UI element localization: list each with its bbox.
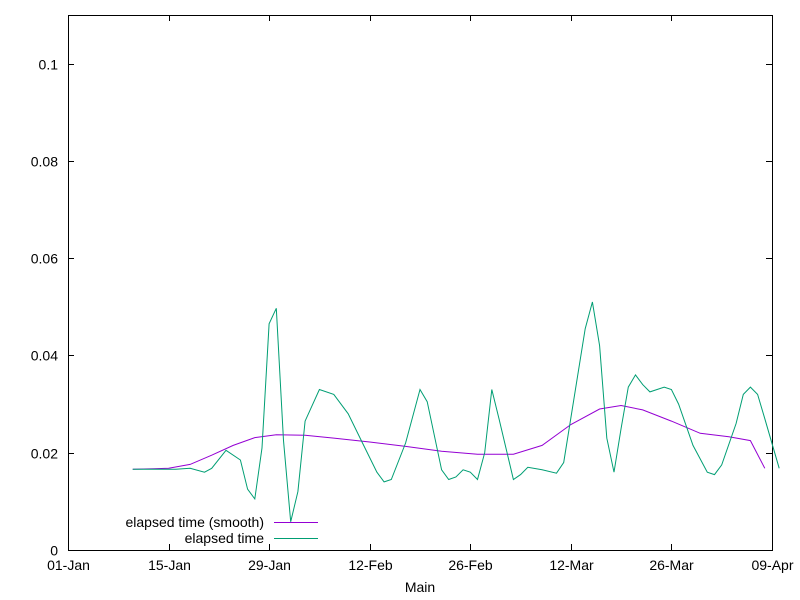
y-tick-label: 0.1 [39, 57, 59, 73]
x-axis-label: Main [405, 579, 435, 595]
series-lines [132, 301, 780, 522]
legend-label: elapsed time [185, 530, 265, 546]
x-tick-label: 01-Jan [47, 557, 90, 573]
legend-label: elapsed time (smooth) [125, 514, 264, 530]
y-tick-label: 0.06 [31, 251, 58, 267]
y-tick-label: 0.04 [31, 348, 58, 364]
y-tick-label: 0.08 [31, 154, 58, 170]
x-tick-label: 12-Mar [549, 557, 594, 573]
y-tick-label: 0 [50, 543, 58, 559]
plot-frame [68, 15, 773, 551]
y-tick-label: 0.02 [31, 446, 58, 462]
x-tick-label: 12-Feb [348, 557, 393, 573]
x-axis: 01-Jan 15-Jan 29-Jan 12-Feb 26-Feb 12-Mar 26-M… [47, 15, 794, 573]
series-line-elapsed-time [132, 301, 780, 522]
series-line-elapsed-time-smooth [132, 404, 766, 470]
x-tick-label: 09-Apr [751, 557, 793, 573]
legend: elapsed time (smooth)elapsed time [125, 514, 318, 546]
y-axis: 0 0.02 0.04 0.06 0.08 0.1 [31, 57, 772, 559]
x-tick-label: 26-Mar [649, 557, 694, 573]
x-tick-label: 29-Jan [248, 557, 291, 573]
x-tick-label: 15-Jan [148, 557, 191, 573]
plot-border [68, 15, 773, 551]
x-tick-label: 26-Feb [448, 557, 493, 573]
